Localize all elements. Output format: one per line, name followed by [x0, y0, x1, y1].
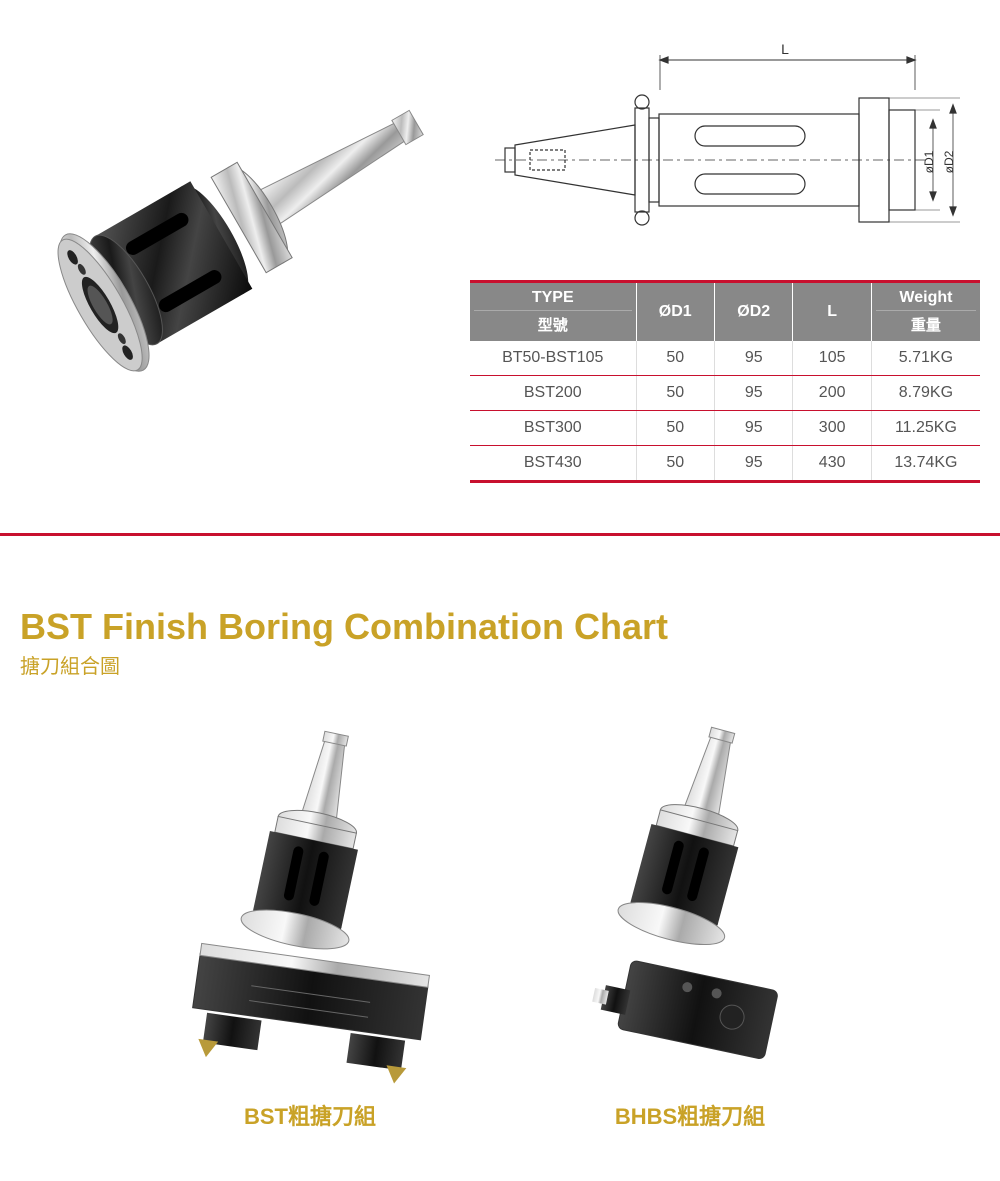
header-weight-sub: 重量 — [876, 310, 976, 335]
drawing-label-d2: øD2 — [942, 150, 956, 173]
spec-table-body: BT50-BST105 50 95 105 5.71KG BST200 50 9… — [470, 341, 980, 482]
drawing-label-d1: øD1 — [922, 150, 936, 173]
bhbs-assembly-svg — [540, 719, 840, 1089]
combo-image-bst — [160, 719, 460, 1089]
chart-title: BST Finish Boring Combination Chart — [20, 606, 980, 648]
cell-d1: 50 — [636, 411, 714, 446]
cell-l: 200 — [793, 376, 871, 411]
cell-weight: 8.79KG — [871, 376, 980, 411]
combo-item-bhbs: BHBS粗搪刀組 — [540, 719, 840, 1131]
product-photo — [20, 40, 440, 420]
chart-subtitle: 搪刀組合圖 — [20, 650, 980, 679]
table-row: BST300 50 95 300 11.25KG — [470, 411, 980, 446]
drawing-label-l: L — [781, 41, 789, 57]
tool-holder-photo-svg — [20, 40, 440, 420]
cell-d2: 95 — [714, 376, 792, 411]
header-d2: ØD2 — [714, 282, 792, 342]
cell-weight: 11.25KG — [871, 411, 980, 446]
table-row: BST430 50 95 430 13.74KG — [470, 446, 980, 482]
header-type-sub: 型號 — [474, 310, 632, 335]
cell-l: 105 — [793, 341, 871, 376]
combo-image-bhbs — [540, 719, 840, 1089]
cell-d1: 50 — [636, 376, 714, 411]
header-d1: ØD1 — [636, 282, 714, 342]
header-weight-main: Weight — [899, 289, 952, 306]
combo-label-bst: BST粗搪刀組 — [160, 1099, 460, 1131]
cell-d1: 50 — [636, 446, 714, 482]
cell-d2: 95 — [714, 341, 792, 376]
header-weight: Weight 重量 — [871, 282, 980, 342]
top-section: L øD1 øD2 TYPE 型號 ØD1 ØD2 L Weight 重量 — [0, 0, 1000, 533]
header-type-main: TYPE — [532, 289, 574, 306]
table-row: BT50-BST105 50 95 105 5.71KG — [470, 341, 980, 376]
combo-label-bhbs: BHBS粗搪刀組 — [540, 1099, 840, 1131]
chart-section: BST Finish Boring Combination Chart 搪刀組合… — [0, 536, 1000, 1171]
combo-item-bst: BST粗搪刀組 — [160, 719, 460, 1131]
cell-d1: 50 — [636, 341, 714, 376]
cell-type: BST430 — [470, 446, 636, 482]
cell-type: BST200 — [470, 376, 636, 411]
cell-d2: 95 — [714, 411, 792, 446]
header-l: L — [793, 282, 871, 342]
cell-l: 300 — [793, 411, 871, 446]
table-row: BST200 50 95 200 8.79KG — [470, 376, 980, 411]
cell-weight: 5.71KG — [871, 341, 980, 376]
bst-assembly-svg — [160, 719, 460, 1089]
cell-type: BST300 — [470, 411, 636, 446]
cell-d2: 95 — [714, 446, 792, 482]
spec-table: TYPE 型號 ØD1 ØD2 L Weight 重量 BT50-BST105 … — [470, 280, 980, 483]
cell-weight: 13.74KG — [871, 446, 980, 482]
right-column: L øD1 øD2 TYPE 型號 ØD1 ØD2 L Weight 重量 — [470, 40, 980, 483]
combination-row: BST粗搪刀組 — [20, 719, 980, 1131]
technical-drawing-svg: L øD1 øD2 — [485, 40, 965, 250]
cell-type: BT50-BST105 — [470, 341, 636, 376]
cell-l: 430 — [793, 446, 871, 482]
technical-drawing: L øD1 øD2 — [470, 40, 980, 250]
header-type: TYPE 型號 — [470, 282, 636, 342]
spec-table-header-row: TYPE 型號 ØD1 ØD2 L Weight 重量 — [470, 282, 980, 342]
